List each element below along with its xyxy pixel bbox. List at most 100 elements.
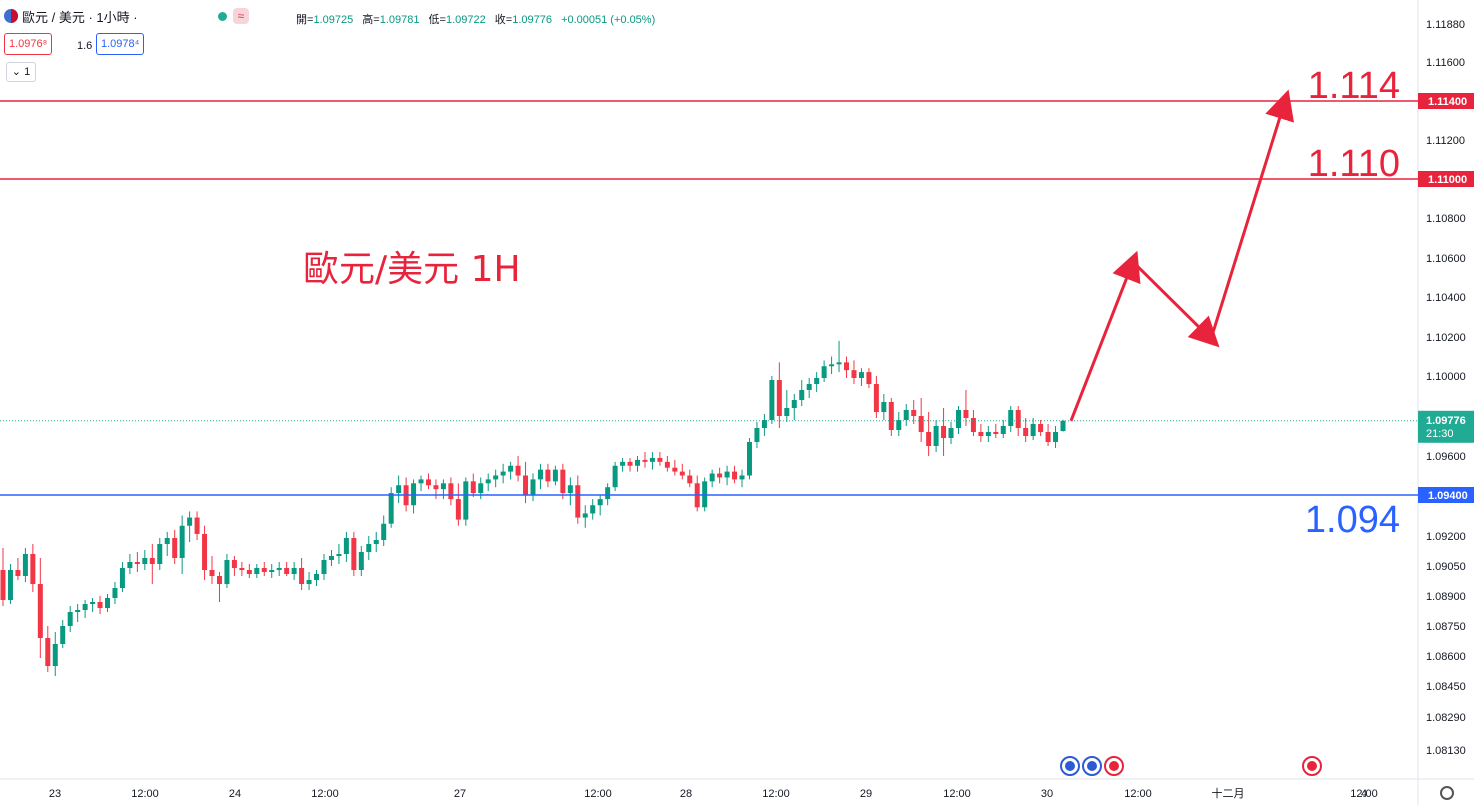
candle-body[interactable]	[157, 544, 163, 564]
candle-body[interactable]	[261, 568, 267, 572]
buy-button[interactable]: 1.0978⁴	[96, 33, 145, 55]
candle-body[interactable]	[119, 568, 125, 588]
candle-body[interactable]	[679, 471, 685, 476]
candle-body[interactable]	[381, 523, 387, 540]
candle-body[interactable]	[888, 402, 894, 430]
candle-body[interactable]	[343, 538, 349, 554]
candle-body[interactable]	[75, 610, 81, 612]
candle-body[interactable]	[799, 390, 805, 400]
candle-body[interactable]	[687, 475, 693, 484]
candle-body[interactable]	[530, 479, 536, 495]
candle-body[interactable]	[791, 400, 797, 408]
candle-body[interactable]	[60, 626, 66, 644]
candle-body[interactable]	[314, 574, 320, 580]
candle-body[interactable]	[463, 481, 469, 520]
candle-body[interactable]	[754, 428, 760, 442]
candle-body[interactable]	[366, 544, 372, 552]
candle-body[interactable]	[866, 372, 872, 384]
candle-body[interactable]	[164, 538, 170, 544]
candle-body[interactable]	[560, 469, 566, 494]
candle-body[interactable]	[620, 461, 626, 466]
candle-body[interactable]	[985, 432, 991, 436]
candle-body[interactable]	[635, 459, 641, 466]
candle-body[interactable]	[612, 465, 618, 488]
candle-body[interactable]	[82, 604, 88, 610]
candle-body[interactable]	[970, 418, 976, 432]
candle-body[interactable]	[649, 457, 655, 462]
candle-body[interactable]	[440, 483, 446, 490]
candle-body[interactable]	[328, 556, 334, 560]
candle-body[interactable]	[933, 426, 939, 446]
candle-body[interactable]	[814, 378, 820, 384]
candle-body[interactable]	[254, 568, 260, 574]
candle-body[interactable]	[351, 538, 357, 570]
candle-body[interactable]	[537, 469, 543, 480]
candle-body[interactable]	[500, 471, 506, 476]
symbol-title[interactable]: 歐元 / 美元 · 1小時 ·	[22, 9, 138, 25]
candle-body[interactable]	[1038, 424, 1044, 432]
candle-body[interactable]	[1015, 410, 1021, 428]
candle-body[interactable]	[90, 602, 96, 604]
candle-body[interactable]	[396, 485, 402, 494]
candle-body[interactable]	[1000, 426, 1006, 434]
candle-body[interactable]	[873, 384, 879, 412]
candle-body[interactable]	[709, 473, 715, 482]
candle-body[interactable]	[216, 576, 222, 584]
candle-body[interactable]	[336, 554, 342, 556]
candle-body[interactable]	[224, 560, 230, 584]
candle-body[interactable]	[761, 420, 767, 428]
candle-body[interactable]	[1030, 424, 1036, 436]
candle-body[interactable]	[105, 598, 111, 608]
candle-body[interactable]	[239, 568, 245, 570]
candle-body[interactable]	[470, 481, 476, 494]
projection-arrow[interactable]	[1069, 250, 1141, 422]
candle-body[interactable]	[948, 428, 954, 438]
candle-body[interactable]	[15, 570, 21, 576]
candle-body[interactable]	[776, 380, 782, 416]
candle-body[interactable]	[545, 469, 551, 482]
candle-body[interactable]	[567, 485, 573, 494]
candle-body[interactable]	[493, 475, 499, 480]
candle-body[interactable]	[52, 644, 58, 666]
candle-body[interactable]	[784, 408, 790, 416]
candle-body[interactable]	[829, 364, 835, 367]
candle-body[interactable]	[246, 570, 252, 574]
candle-body[interactable]	[627, 461, 633, 466]
candle-body[interactable]	[299, 568, 305, 584]
candle-body[interactable]	[142, 558, 148, 564]
candle-body[interactable]	[45, 638, 51, 666]
candle-body[interactable]	[67, 612, 73, 626]
candle-body[interactable]	[903, 410, 909, 420]
candle-body[interactable]	[485, 479, 491, 484]
candle-body[interactable]	[97, 602, 103, 608]
symbol-header[interactable]: 歐元 / 美元 · 1小時 · ≈	[4, 6, 250, 26]
candle-body[interactable]	[172, 538, 178, 558]
projection-arrow[interactable]	[1131, 260, 1220, 348]
candle-body[interactable]	[851, 370, 857, 378]
candle-body[interactable]	[732, 471, 738, 480]
candle-body[interactable]	[575, 485, 581, 518]
candle-body[interactable]	[1008, 410, 1014, 426]
candle-body[interactable]	[112, 588, 118, 598]
candle-body[interactable]	[672, 467, 678, 472]
candle-body[interactable]	[508, 465, 514, 472]
candle-body[interactable]	[552, 469, 558, 482]
candle-body[interactable]	[582, 513, 588, 518]
candle-body[interactable]	[955, 410, 961, 428]
candle-body[interactable]	[0, 570, 6, 600]
candle-body[interactable]	[1060, 420, 1066, 431]
candle-body[interactable]	[388, 493, 394, 524]
candle-body[interactable]	[724, 471, 730, 478]
projection-arrow[interactable]	[1209, 89, 1294, 340]
candle-body[interactable]	[306, 580, 312, 584]
candle-body[interactable]	[127, 562, 133, 568]
candle-body[interactable]	[276, 568, 282, 570]
candle-body[interactable]	[425, 479, 431, 486]
candle-body[interactable]	[209, 570, 215, 576]
candle-body[interactable]	[896, 420, 902, 430]
candle-body[interactable]	[202, 533, 208, 570]
candle-body[interactable]	[881, 402, 887, 412]
candle-body[interactable]	[22, 554, 28, 576]
candle-body[interactable]	[515, 465, 521, 476]
